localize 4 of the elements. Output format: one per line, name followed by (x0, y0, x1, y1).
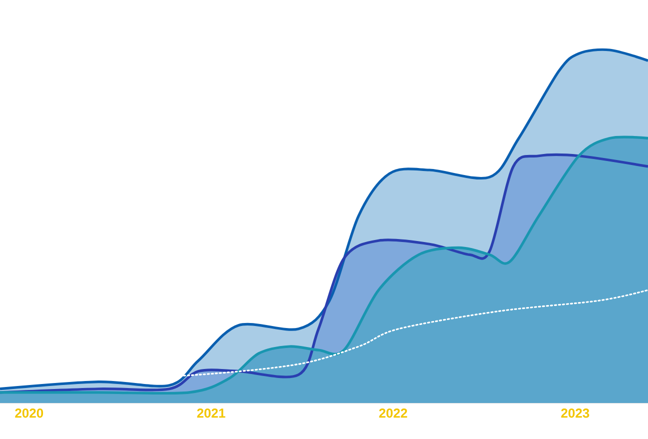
x-tick-label: 2023 (561, 408, 590, 418)
x-tick-label: 2020 (15, 408, 44, 418)
x-tick-label: 2021 (197, 408, 226, 418)
x-tick-label: 2022 (379, 408, 408, 418)
